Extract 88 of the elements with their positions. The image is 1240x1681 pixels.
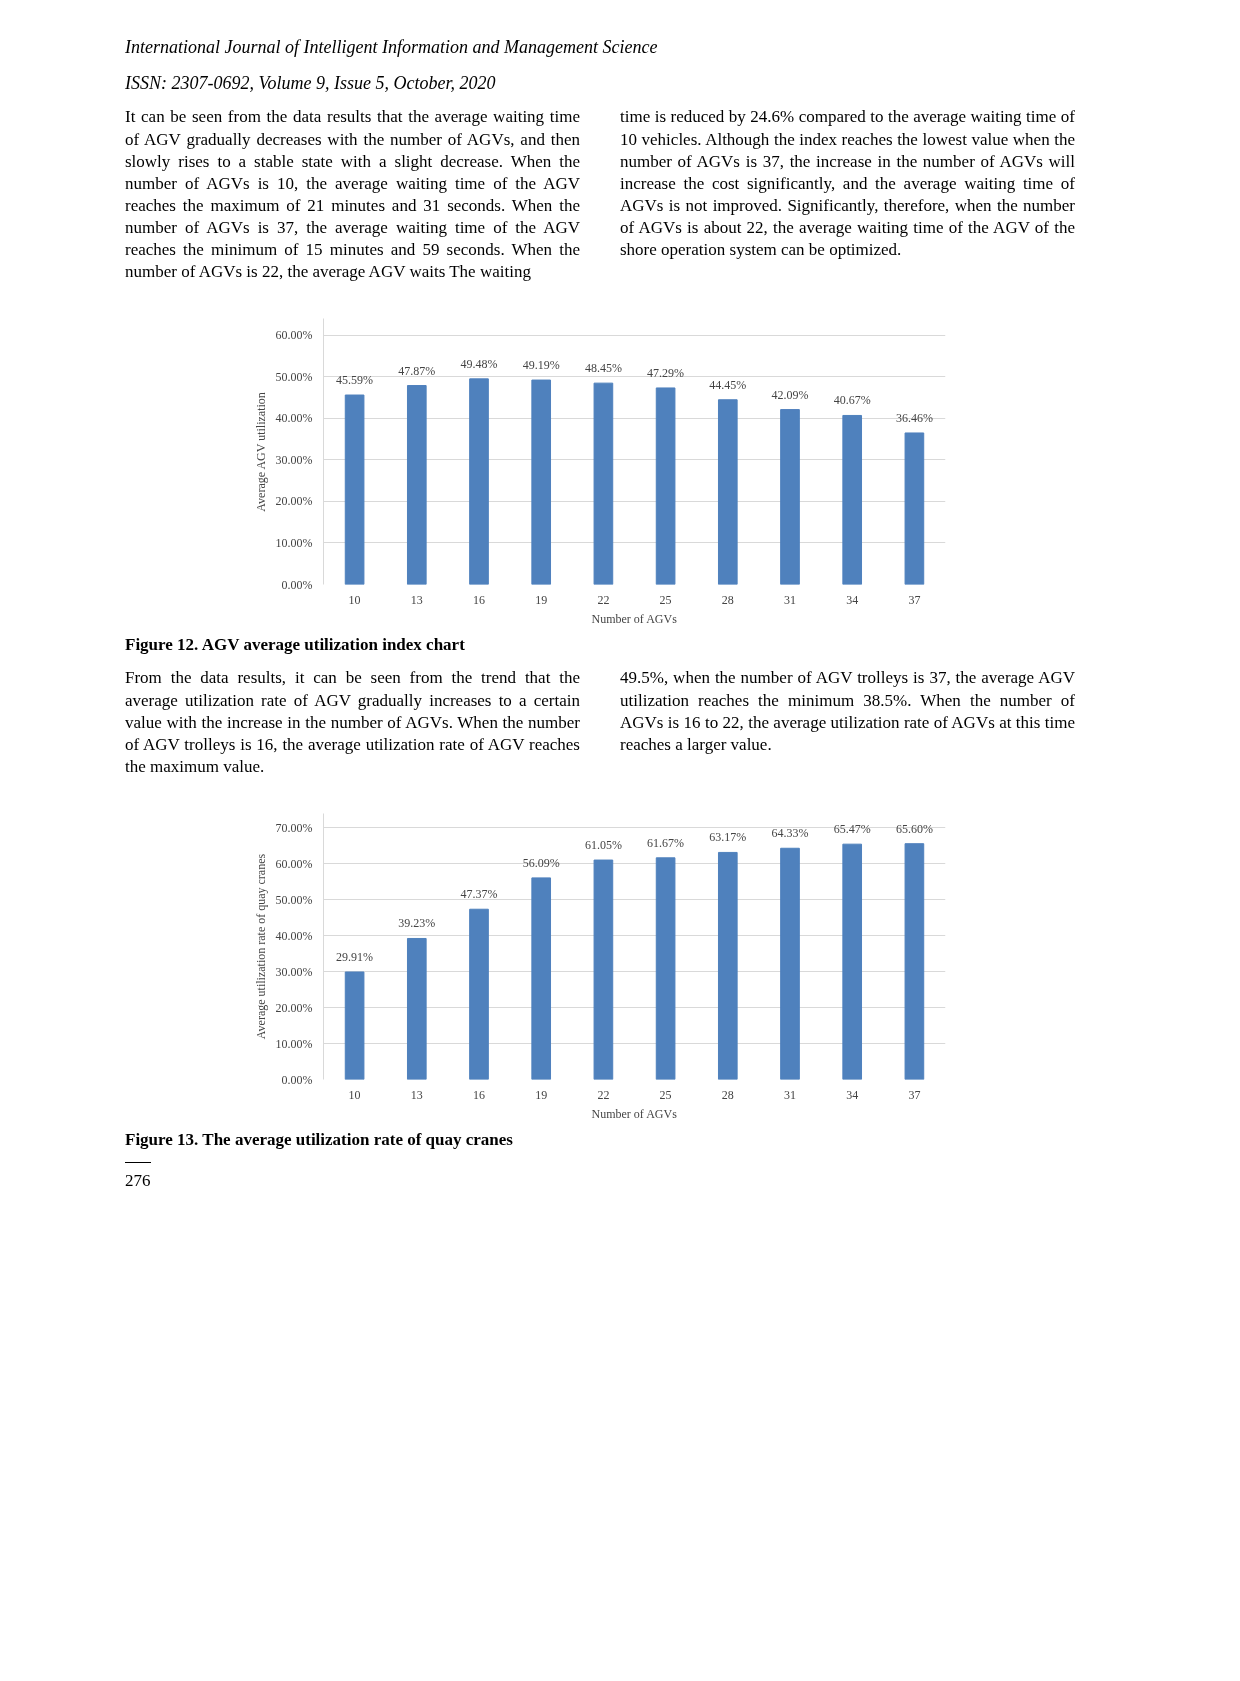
y-axis-title: Average AGV utilization xyxy=(253,392,268,512)
x-tick-label: 28 xyxy=(721,1087,734,1102)
bar xyxy=(655,857,676,1080)
y-tick-label: 30.00% xyxy=(275,964,313,979)
data-label: 39.23% xyxy=(398,916,436,931)
x-tick-label: 22 xyxy=(597,1087,610,1102)
bar xyxy=(344,971,365,1080)
data-label: 47.37% xyxy=(460,887,498,902)
bar xyxy=(904,432,925,585)
text: ISSN: 2307-0692, Volume 9, Issue 5, October, 2020 xyxy=(125,71,496,95)
y-tick-label: 30.00% xyxy=(275,452,313,467)
data-label: 29.91% xyxy=(336,949,374,964)
x-tick-label: 13 xyxy=(410,1087,423,1102)
y-tick-label: 20.00% xyxy=(275,494,313,509)
data-label: 48.45% xyxy=(584,361,622,376)
y-tick-label: 10.00% xyxy=(275,536,313,551)
y-tick-label: 50.00% xyxy=(275,369,313,384)
data-label: 36.46% xyxy=(895,411,933,426)
data-label: 63.17% xyxy=(709,830,747,845)
y-tick-label: 60.00% xyxy=(275,856,313,871)
bar xyxy=(842,415,863,585)
data-label: 42.09% xyxy=(771,387,809,402)
data-label: 61.67% xyxy=(647,835,685,850)
y-tick-label: 40.00% xyxy=(275,928,313,943)
bar xyxy=(842,843,863,1080)
x-tick-label: 34 xyxy=(846,592,859,607)
data-label: 61.05% xyxy=(584,837,622,852)
x-tick-label: 37 xyxy=(908,592,921,607)
bar xyxy=(344,394,365,585)
text: time is reduced by 24.6% compared to the average waiting time of 10 vehicles. Although the index reaches the lowest value when the number of AGVs is 37, the increase in the number of AGVs will increase the cost significantly, and the average waiting time of AGVs is not improved. Significantly, therefore, when the number of AGVs is about 22, the average waiting time of the AGV of the shore operation system can be optimized. xyxy=(620,106,1075,261)
text: International Journal of Intelligent Information and Management Science xyxy=(125,36,658,59)
x-tick-label: 19 xyxy=(535,1087,548,1102)
x-tick-label: 10 xyxy=(348,592,361,607)
bar xyxy=(406,937,427,1080)
bar xyxy=(593,382,614,585)
data-label: 65.47% xyxy=(833,822,871,837)
y-tick-label: 0.00% xyxy=(281,1072,313,1087)
x-tick-label: 16 xyxy=(473,1087,485,1102)
text: 276 xyxy=(125,1162,151,1194)
text: 49.5%, when the number of AGV trolleys is 37, the average AGV utilization reaches the minimum 38.5%. When the number of AGVs is 16 to 22, the average utilization rate of AGVs at this time reaches a larger value. xyxy=(620,667,1075,756)
x-tick-label: 13 xyxy=(410,592,423,607)
x-tick-label: 19 xyxy=(535,592,548,607)
y-axis-title: Average utilization rate of quay cranes xyxy=(253,853,268,1040)
data-label: 40.67% xyxy=(833,393,871,408)
y-tick-label: 50.00% xyxy=(275,892,313,907)
data-label: 64.33% xyxy=(771,826,809,841)
x-tick-label: 34 xyxy=(846,1087,859,1102)
text: From the data results, it can be seen from the trend that the average utilization rate of AGV gradually increases to a certain value with the increase in the number of AGVs. When the number of AGV trolleys is 16, the average utilization rate of AGV reaches the maximum value. xyxy=(125,667,580,778)
bar xyxy=(406,385,427,585)
data-label: 49.19% xyxy=(522,358,560,373)
y-tick-label: 60.00% xyxy=(275,328,313,343)
y-tick-label: 40.00% xyxy=(275,411,313,426)
bar xyxy=(469,378,489,585)
data-label: 65.60% xyxy=(895,821,933,836)
x-tick-label: 10 xyxy=(348,1087,361,1102)
y-tick-label: 0.00% xyxy=(281,577,313,592)
bar xyxy=(780,847,800,1080)
y-tick-label: 20.00% xyxy=(275,1000,313,1015)
bar xyxy=(531,379,552,585)
y-tick-label: 10.00% xyxy=(275,1036,313,1051)
text: Figure 13. The average utilization rate of quay cranes xyxy=(125,1128,513,1151)
bar xyxy=(531,877,552,1080)
bar xyxy=(717,851,738,1080)
data-label: 47.87% xyxy=(398,363,436,378)
x-tick-label: 25 xyxy=(659,592,672,607)
x-tick-label: 31 xyxy=(784,1087,796,1102)
text: It can be seen from the data results that the average waiting time of AGV gradually decreases with the number of AGVs, and then slowly rises to a stable state with a slight decrease. When the number of AGVs is 10, the average waiting time of the AGV reaches the maximum of 21 minutes and 31 seconds. When the number of AGVs is 37, the average waiting time of the AGV reaches the minimum of 15 minutes and 59 seconds. When the number of AGVs is 22, the average AGV waits The waiting xyxy=(125,106,580,284)
x-tick-label: 25 xyxy=(659,1087,672,1102)
text: Figure 12. AGV average utilization index chart xyxy=(125,634,465,657)
x-tick-label: 37 xyxy=(908,1087,921,1102)
bar xyxy=(593,859,614,1080)
data-label: 56.09% xyxy=(522,855,560,870)
data-label: 47.29% xyxy=(647,366,685,381)
x-tick-label: 28 xyxy=(721,592,734,607)
x-tick-label: 22 xyxy=(597,592,610,607)
bar xyxy=(469,908,489,1080)
bar xyxy=(780,409,800,585)
data-label: 45.59% xyxy=(336,373,374,388)
x-axis-title: Number of AGVs xyxy=(591,611,678,626)
x-axis-title: Number of AGVs xyxy=(591,1106,678,1121)
bar xyxy=(904,843,925,1080)
x-tick-label: 16 xyxy=(473,592,485,607)
data-label: 49.48% xyxy=(460,357,498,372)
x-tick-label: 31 xyxy=(784,592,796,607)
bar xyxy=(717,399,738,585)
bar xyxy=(655,387,676,585)
y-tick-label: 70.00% xyxy=(275,820,313,835)
data-label: 44.45% xyxy=(709,377,747,392)
